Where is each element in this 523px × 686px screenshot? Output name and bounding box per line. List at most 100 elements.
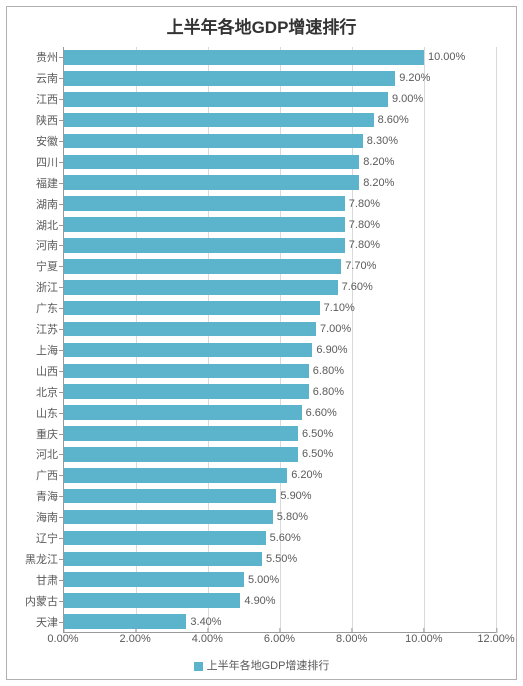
bar-row: 甘肃5.00%: [64, 569, 496, 590]
bar-row: 贵州10.00%: [64, 47, 496, 68]
bar-value-label: 7.80%: [349, 219, 380, 231]
bar-value-label: 7.80%: [349, 198, 380, 210]
bar-value-label: 7.60%: [342, 281, 373, 293]
y-tick-mark: [59, 496, 64, 497]
bar: [64, 113, 374, 128]
y-tick-mark: [59, 517, 64, 518]
y-tick-mark: [59, 183, 64, 184]
x-tick-mark: [424, 628, 425, 633]
bar: [64, 301, 320, 316]
bar-value-label: 6.80%: [313, 365, 344, 377]
y-tick-mark: [59, 225, 64, 226]
bar: [64, 322, 316, 337]
x-tick-mark: [63, 628, 64, 633]
bar-value-label: 7.10%: [324, 302, 355, 314]
x-tick-mark: [135, 628, 136, 633]
x-axis-label: 10.00%: [405, 633, 442, 645]
y-tick-mark: [59, 162, 64, 163]
y-tick-mark: [59, 308, 64, 309]
x-axis-label: 6.00%: [264, 633, 295, 645]
bar-value-label: 8.30%: [367, 135, 398, 147]
y-tick-mark: [59, 99, 64, 100]
bar: [64, 364, 309, 379]
y-tick-mark: [59, 78, 64, 79]
y-tick-mark: [59, 580, 64, 581]
legend-label: 上半年各地GDP增速排行: [207, 660, 330, 672]
bar-row: 陕西8.60%: [64, 110, 496, 131]
y-tick-mark: [59, 120, 64, 121]
bar-row: 湖南7.80%: [64, 193, 496, 214]
bar-value-label: 6.50%: [302, 448, 333, 460]
bar: [64, 552, 262, 567]
bar-value-label: 6.20%: [291, 469, 322, 481]
y-tick-mark: [59, 371, 64, 372]
bar: [64, 593, 240, 608]
bar-value-label: 8.20%: [363, 177, 394, 189]
bar-row: 湖北7.80%: [64, 214, 496, 235]
x-axis-label: 4.00%: [192, 633, 223, 645]
x-axis-label: 12.00%: [477, 633, 514, 645]
y-tick-mark: [59, 329, 64, 330]
x-axis: 0.00%2.00%4.00%6.00%8.00%10.00%12.00%: [63, 633, 496, 649]
bar-value-label: 5.00%: [248, 574, 279, 586]
bar-value-label: 5.90%: [280, 490, 311, 502]
bar: [64, 280, 338, 295]
y-tick-mark: [59, 622, 64, 623]
bar-value-label: 5.50%: [266, 553, 297, 565]
bar-value-label: 6.80%: [313, 386, 344, 398]
x-axis-label: 2.00%: [120, 633, 151, 645]
bar-row: 云南9.20%: [64, 68, 496, 89]
y-tick-mark: [59, 287, 64, 288]
bar-value-label: 5.60%: [270, 532, 301, 544]
bar-row: 河南7.80%: [64, 235, 496, 256]
x-axis-label: 8.00%: [336, 633, 367, 645]
chart-title: 上半年各地GDP增速排行: [7, 13, 516, 38]
plot-inner: 贵州10.00%云南9.20%江西9.00%陕西8.60%安徽8.30%四川8.…: [63, 47, 496, 633]
bar: [64, 217, 345, 232]
bar: [64, 238, 345, 253]
bar: [64, 405, 302, 420]
bar-row: 福建8.20%: [64, 172, 496, 193]
y-tick-mark: [59, 57, 64, 58]
bar: [64, 50, 424, 65]
bar: [64, 134, 363, 149]
bar-row: 四川8.20%: [64, 151, 496, 172]
x-tick-mark: [496, 628, 497, 633]
y-tick-mark: [59, 350, 64, 351]
y-tick-mark: [59, 475, 64, 476]
bar-row: 黑龙江5.50%: [64, 548, 496, 569]
bar: [64, 426, 298, 441]
y-tick-mark: [59, 413, 64, 414]
x-tick-mark: [279, 628, 280, 633]
bar-row: 山西6.80%: [64, 360, 496, 381]
chart-container: 上半年各地GDP增速排行 贵州10.00%云南9.20%江西9.00%陕西8.6…: [0, 0, 523, 686]
bar-value-label: 7.80%: [349, 239, 380, 251]
bar-row: 广东7.10%: [64, 298, 496, 319]
y-tick-mark: [59, 392, 64, 393]
bar: [64, 510, 273, 525]
y-tick-mark: [59, 266, 64, 267]
y-tick-mark: [59, 141, 64, 142]
bar-value-label: 8.60%: [378, 114, 409, 126]
x-tick-mark: [352, 628, 353, 633]
x-tick-mark: [207, 628, 208, 633]
bar-value-label: 10.00%: [428, 51, 465, 63]
legend: 上半年各地GDP增速排行: [7, 657, 516, 673]
bar-row: 上海6.90%: [64, 340, 496, 361]
bar-row: 山东6.60%: [64, 402, 496, 423]
bar-value-label: 6.50%: [302, 428, 333, 440]
bar-row: 浙江7.60%: [64, 277, 496, 298]
y-tick-mark: [59, 454, 64, 455]
plot-area: 贵州10.00%云南9.20%江西9.00%陕西8.60%安徽8.30%四川8.…: [63, 47, 496, 633]
y-tick-mark: [59, 245, 64, 246]
bar: [64, 92, 388, 107]
bar-row: 安徽8.30%: [64, 131, 496, 152]
bar-value-label: 5.80%: [277, 511, 308, 523]
bar-row: 辽宁5.60%: [64, 528, 496, 549]
bar-row: 内蒙古4.90%: [64, 590, 496, 611]
bar-value-label: 8.20%: [363, 156, 394, 168]
bar-row: 青海5.90%: [64, 486, 496, 507]
bar: [64, 489, 276, 504]
bar-row: 江西9.00%: [64, 89, 496, 110]
y-tick-mark: [59, 538, 64, 539]
